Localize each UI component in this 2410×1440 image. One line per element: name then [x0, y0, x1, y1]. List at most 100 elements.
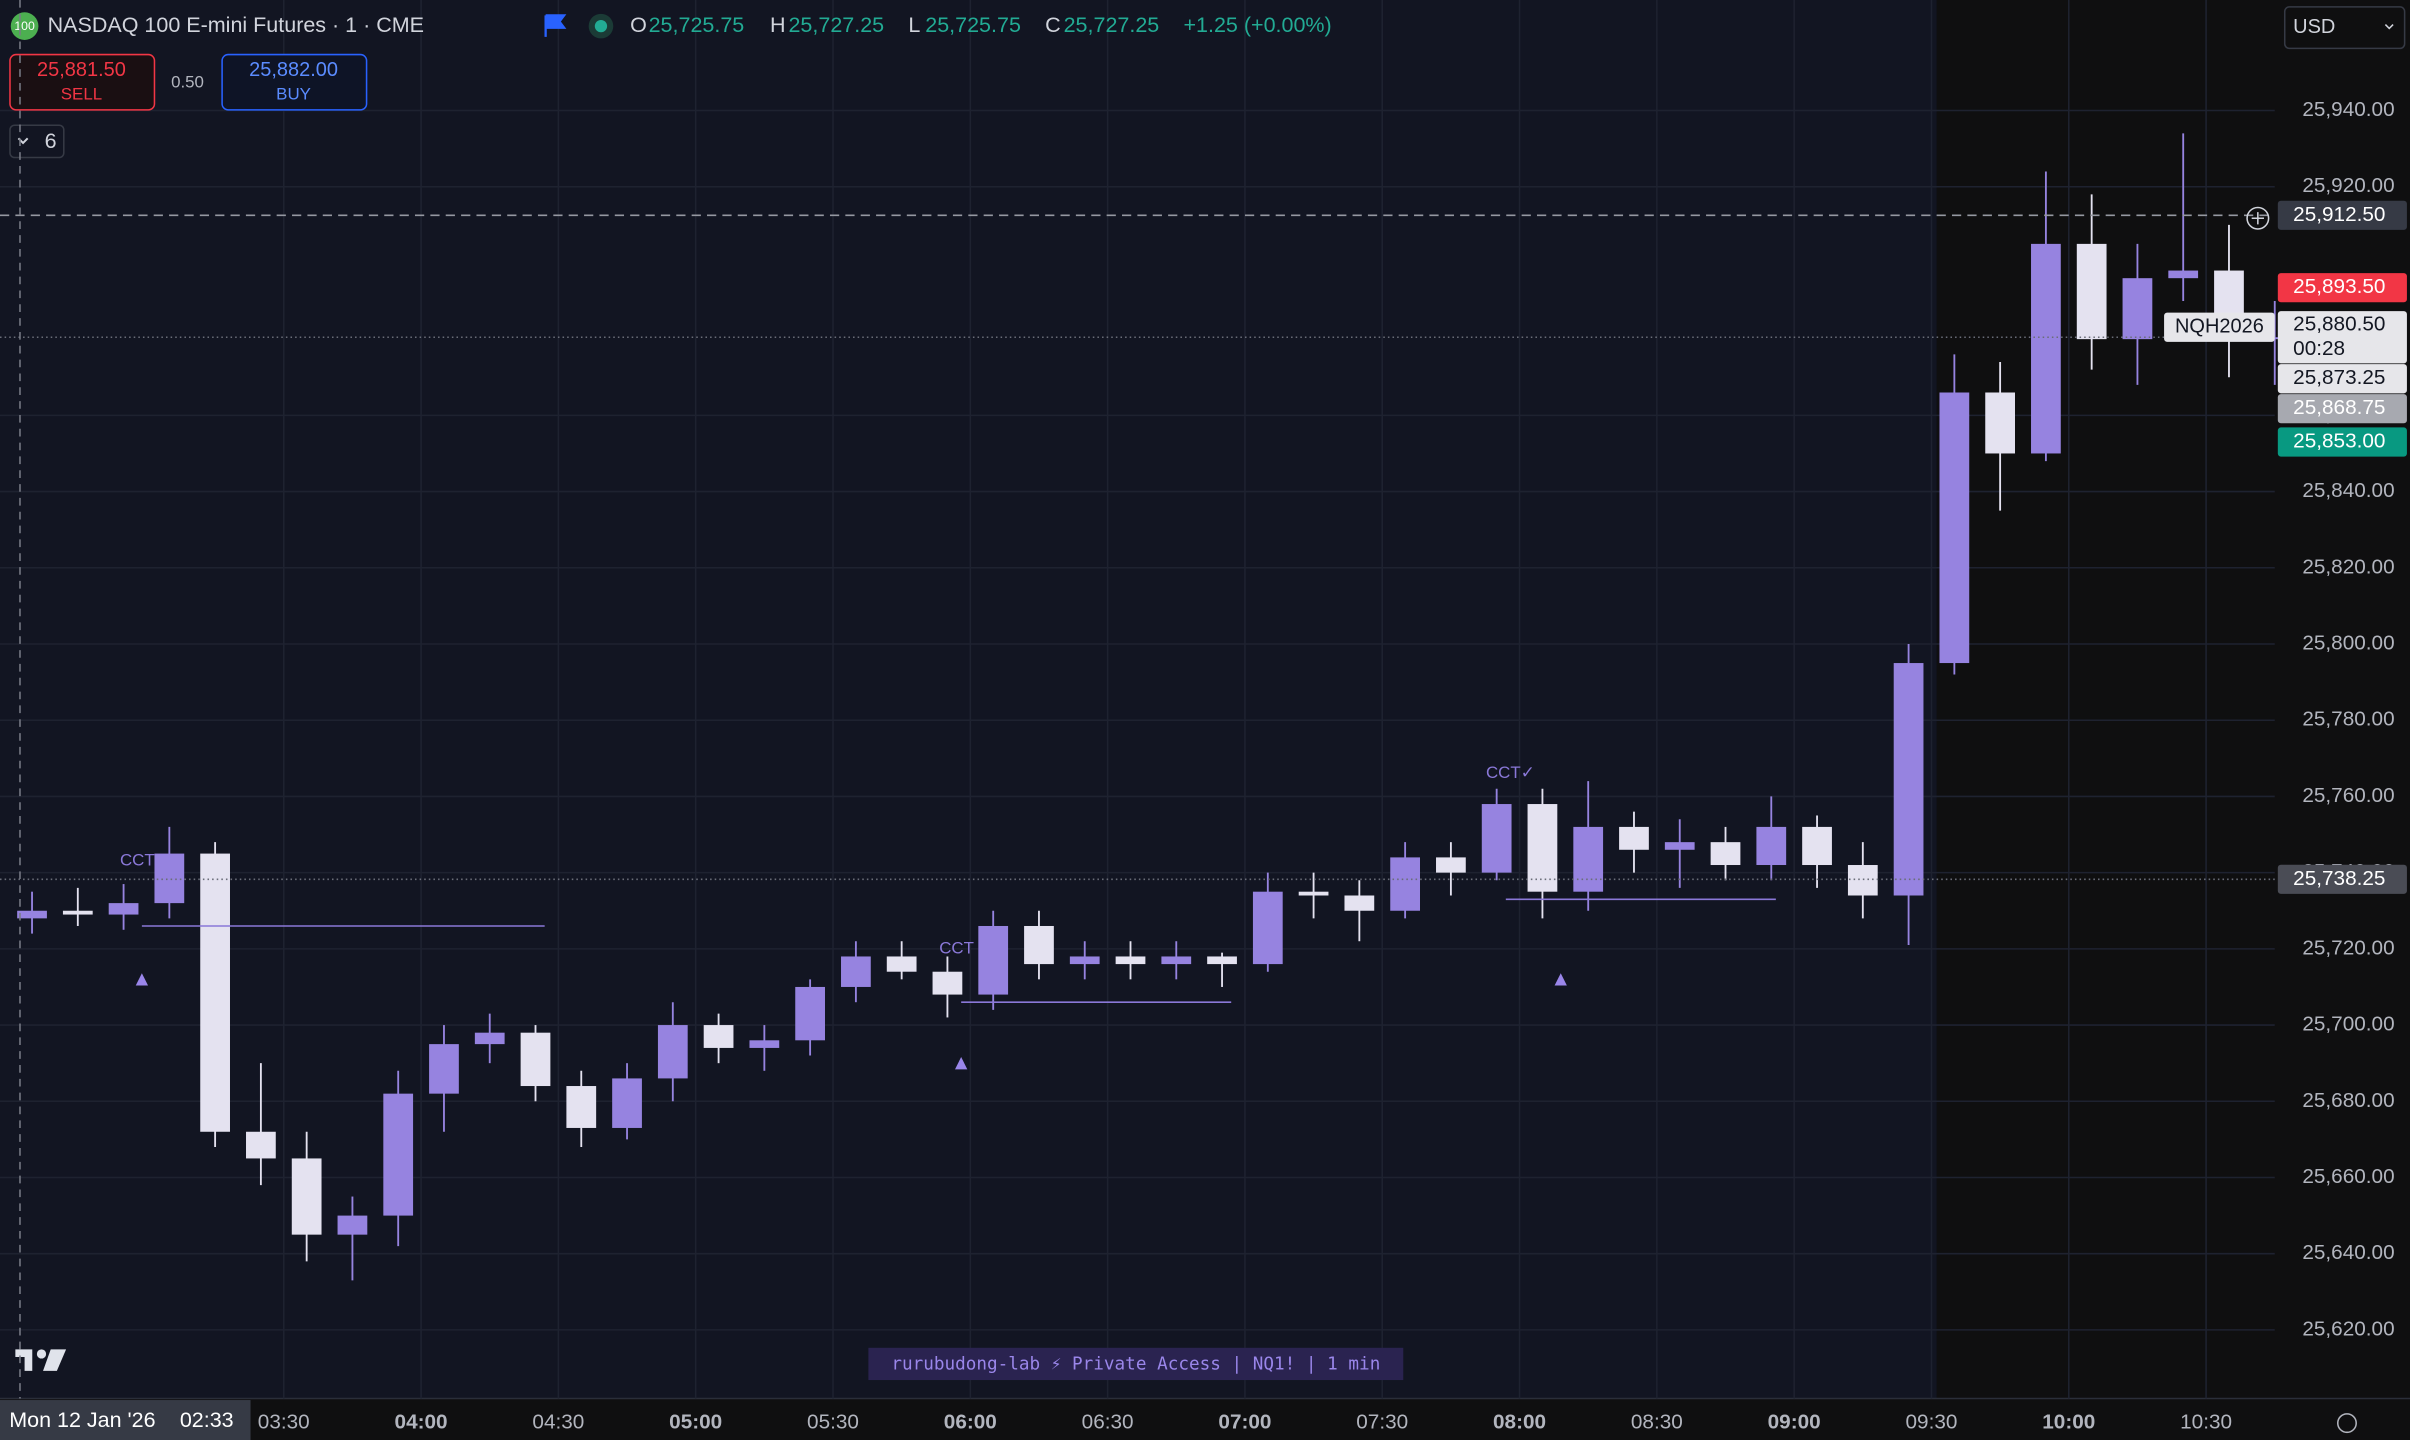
ohlc-label: L: [908, 13, 920, 37]
x-tick-label: 05:00: [669, 1411, 722, 1434]
candle-body: [1024, 925, 1054, 965]
ohlc-label: H: [770, 13, 786, 37]
add-alert-icon[interactable]: [2246, 206, 2270, 230]
price-label-box: [2277, 311, 2407, 364]
annotation: CCT: [120, 851, 155, 870]
buy-label: BUY: [276, 85, 311, 104]
candle-body: [1847, 865, 1878, 896]
price-label: 25,893.50: [2293, 275, 2385, 298]
candle-body: [749, 1040, 780, 1048]
candle-body: [1939, 392, 1970, 664]
spread: 0.50: [171, 72, 204, 91]
candle-body: [1710, 842, 1741, 866]
signal-marker: [955, 1057, 968, 1070]
plot: CCT CCT CCT✓: [0, 133, 2290, 1281]
y-tick-label: 25,920.00: [2302, 174, 2394, 197]
watermark-box: [868, 1347, 1404, 1381]
symbol-badge: [10, 12, 39, 40]
y-tick-label: 25,760.00: [2302, 784, 2394, 807]
settings-icon[interactable]: [2336, 1413, 2357, 1434]
buy-button[interactable]: [221, 53, 368, 111]
crosshair-time: 02:33: [180, 1408, 234, 1432]
price-label: 25,880.50: [2293, 312, 2385, 335]
candle-body: [108, 903, 139, 915]
x-tick-label: 10:30: [2180, 1411, 2232, 1434]
ohlc-value: 25,727.25: [1064, 13, 1160, 37]
candle-body: [2031, 243, 2061, 454]
y-tick-label: 25,680.00: [2302, 1089, 2394, 1112]
y-tick-label: 25,660.00: [2302, 1165, 2394, 1188]
candle-body: [703, 1025, 734, 1048]
candle-body: [1069, 956, 1100, 965]
candle-body: [1985, 392, 2016, 454]
extended-hours-background: [0, 0, 1937, 1399]
x-tick-label: 04:30: [532, 1411, 584, 1434]
candle-body: [886, 956, 917, 972]
price-label: 25,912.50: [2293, 203, 2385, 226]
price-label-box: [2277, 273, 2407, 303]
signal-marker: [135, 973, 149, 986]
candle-body: [1436, 857, 1466, 873]
indicator-count: 6: [45, 129, 57, 153]
candle-body: [383, 1093, 414, 1216]
candle-body: [62, 910, 93, 915]
sell-button[interactable]: [9, 53, 156, 111]
y-tick-label: 25,800.00: [2302, 631, 2394, 654]
candle-body: [200, 853, 230, 1132]
price-label: 25,868.75: [2293, 396, 2385, 419]
annotation: CCT: [939, 938, 974, 957]
y-tick-label: 25,620.00: [2302, 1317, 2394, 1340]
symbol-tag-box: [2164, 312, 2275, 342]
candle-body: [795, 986, 825, 1041]
chevron-icon: [2384, 24, 2394, 30]
crosshair-time-box: [0, 1400, 251, 1440]
ohlc-label: C: [1045, 13, 1061, 37]
candle-body: [612, 1078, 642, 1128]
price-label: 25,853.00: [2293, 430, 2385, 453]
candle-body: [2122, 278, 2153, 340]
crosshair-date: Mon 12 Jan '26: [9, 1408, 155, 1432]
sell-price: 25,881.50: [37, 59, 126, 81]
candle-body: [246, 1131, 276, 1159]
y-tick-label: 25,720.00: [2302, 936, 2394, 959]
market-status-dot: [594, 19, 608, 33]
y-tick-label: 25,780.00: [2302, 708, 2394, 731]
add-alert-icon-plus: [2251, 212, 2264, 225]
x-tick-label: 09:30: [1906, 1411, 1958, 1434]
symbol-title[interactable]: NASDAQ 100 E-mini Futures · 1 · CME: [48, 13, 424, 37]
logo-part: [15, 1349, 33, 1371]
x-tick-label: 10:00: [2042, 1411, 2095, 1434]
y-tick-label: 25,700.00: [2302, 1013, 2394, 1036]
candle-body: [520, 1032, 551, 1087]
sell-label: SELL: [61, 85, 102, 104]
candle-body: [337, 1215, 368, 1235]
price-label: 25,873.25: [2293, 366, 2385, 389]
y-tick-label: 25,940.00: [2302, 98, 2394, 121]
price-label-box: [2277, 864, 2407, 894]
price-label-countdown: 00:28: [2293, 337, 2345, 360]
x-tick-label: 08:30: [1631, 1411, 1683, 1434]
candle-body: [1619, 826, 1649, 850]
currency-select[interactable]: [2283, 6, 2406, 50]
price-label-box: [2277, 364, 2407, 394]
indicators-toggle[interactable]: [9, 124, 65, 159]
candle-body: [2168, 270, 2199, 279]
candle-body: [154, 853, 185, 904]
candle-body: [1298, 891, 1329, 896]
ohlc-value: 25,727.25: [788, 13, 884, 37]
watermark: rurubudong-lab ⚡ Private Access | NQ1! |…: [891, 1355, 1380, 1375]
symbol-badge-text: 100: [14, 19, 35, 33]
currency: USD: [2293, 16, 2335, 38]
candle-body: [1115, 956, 1146, 965]
candle-body: [474, 1032, 505, 1045]
ohlc-value: 25,725.75: [649, 13, 745, 37]
price-label-box: [2277, 427, 2407, 457]
y-tick-label: 25,840.00: [2302, 479, 2394, 502]
x-tick-label: 08:00: [1493, 1411, 1546, 1434]
flag-icon[interactable]: [544, 14, 567, 37]
y-tick-label: 25,640.00: [2302, 1241, 2394, 1264]
candle-body: [1893, 663, 1924, 896]
ohlc-value: 25,725.75: [925, 13, 1021, 37]
x-tick-label: 06:00: [944, 1411, 997, 1434]
